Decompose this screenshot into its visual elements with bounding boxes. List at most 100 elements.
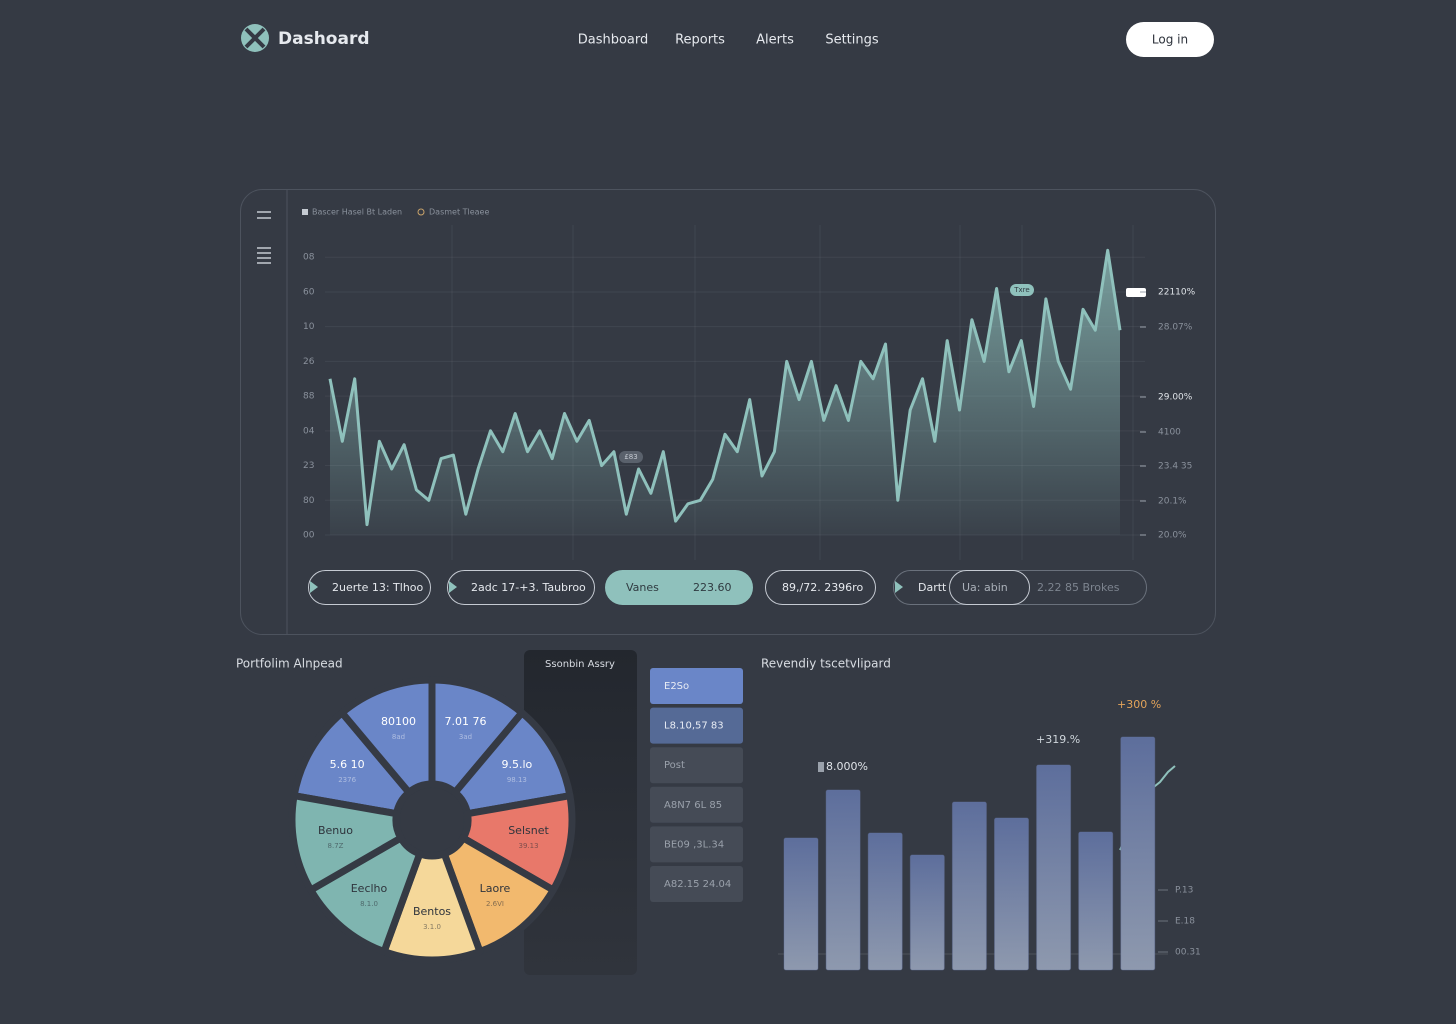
asset-item[interactable] [650,747,743,784]
asset-item[interactable] [650,668,743,704]
pie-slice [451,709,574,818]
slice-sublabel: 8.7Z [328,842,344,850]
pill-label[interactable]: Dartt [918,581,947,594]
slice-sublabel: 8.1.0 [360,900,378,908]
y-tick-label: 80 [303,496,315,506]
menu-icon[interactable] [257,211,271,219]
pill-icon [449,581,457,593]
slice-label: Benuo [318,824,353,837]
pill[interactable] [893,570,1147,605]
nav-link[interactable]: Reports [675,33,725,48]
assets-title: Ssonbin Assry [545,659,615,670]
legend-swatch [302,209,308,215]
bar [1078,831,1114,971]
pill-label[interactable]: 2.22 85 Brokes [1037,581,1120,594]
right-label: 4100 [1158,428,1181,438]
slice-sublabel: 2.6VI [486,900,504,908]
asset-item[interactable] [650,786,743,823]
right-label: 00.31 [1175,948,1201,958]
pie-slice [338,676,436,796]
pie-slice [288,792,405,894]
header: Dashoard Dashboard Reports Alerts Settin… [241,22,1214,57]
pill-icon [310,581,318,593]
asset-label: E2So [664,681,689,692]
slice-label: 5.6 10 [330,758,365,771]
bar [951,801,987,971]
slice-sublabel: 2376 [338,776,356,784]
bar [825,789,861,971]
pie-slice [290,709,413,818]
y-tick-label: 00 [303,531,315,541]
y-tick-label: 08 [303,253,315,263]
nav-link[interactable]: Alerts [756,33,794,48]
chart-title: Revendiy tscetvlipard [761,657,891,671]
slice-label: Laore [480,882,511,895]
bar [783,837,819,971]
slice-label: 80100 [381,715,416,728]
bar [1036,764,1072,971]
area-fill [330,250,1120,536]
y-tick-label: 60 [303,287,315,297]
slice-label: 7.01 76 [445,715,487,728]
asset-label: A82.15 24.04 [664,879,731,890]
annotation-marker [818,762,824,772]
bar [994,817,1029,971]
login-label[interactable]: Log in [1152,33,1188,47]
bar [867,832,903,971]
pill-label[interactable]: Ua: abin [962,581,1008,594]
pill[interactable] [765,570,876,605]
login-button[interactable] [1126,22,1214,57]
pill-active[interactable] [605,570,753,605]
pie-slice [307,834,424,956]
right-label: 22110% [1158,288,1196,298]
y-tick-label: 04 [303,426,315,436]
right-label: 20.0% [1158,531,1187,541]
right-label: P.13 [1175,886,1193,896]
slice-sublabel: 3ad [459,733,472,741]
asset-item[interactable] [650,707,743,744]
slice-label: Eeclho [351,882,388,895]
right-label: 23.4 35 [1158,462,1192,472]
pill-inner[interactable] [949,570,1030,605]
slice-sublabel: 39.13 [518,842,538,850]
pill-value[interactable]: 223.60 [693,581,732,594]
annotation: Txre [1013,286,1029,294]
pill-label[interactable]: 2uerte 13: Tlhoo [332,581,424,594]
logo-mark [244,27,266,49]
right-label: 28.07% [1158,323,1193,333]
nav-link[interactable]: Settings [825,33,879,48]
slice-sublabel: 98.13 [507,776,527,784]
asset-item[interactable] [650,826,743,863]
pill-label[interactable]: Vanes [626,581,659,594]
right-label: E.18 [1175,917,1195,927]
pill[interactable] [447,570,595,605]
chart-title: Portfolim Alnpead [236,657,343,671]
bar [909,854,945,971]
pill-label[interactable]: 2adc 17-+3. Taubroo [471,581,586,594]
asset-item[interactable] [650,866,743,902]
list-icon[interactable] [257,247,271,264]
nav-link[interactable]: Dashboard [578,33,649,48]
asset-label: L8.10,57 83 [664,721,724,732]
annotation-bubble [619,451,643,463]
pill[interactable] [308,570,431,605]
pill-icon [895,581,903,593]
pie-slice [380,850,484,964]
pie-slice [459,792,576,894]
filter-pills: 2uerte 13: Tlhoo 2adc 17-+3. Taubroo Van… [308,570,1147,605]
right-label: 29.00% [1158,393,1193,403]
annotation: +319.% [1036,733,1080,746]
annotation: £83 [624,453,637,461]
pie-slice [428,676,526,796]
bar [1120,736,1156,971]
pie-hole [400,788,464,852]
slice-label: Bentos [413,905,451,918]
asset-label: BE09 ,3L.34 [664,839,724,850]
pill-label[interactable]: 89,/72. 2396ro [782,581,863,594]
marker [1126,288,1146,297]
area-line [328,248,1122,527]
legend-label: Bascer Hasel Bt Laden [312,208,402,217]
asset-label: A8N7 6L 85 [664,800,722,811]
logo-text: Dashoard [278,29,370,49]
